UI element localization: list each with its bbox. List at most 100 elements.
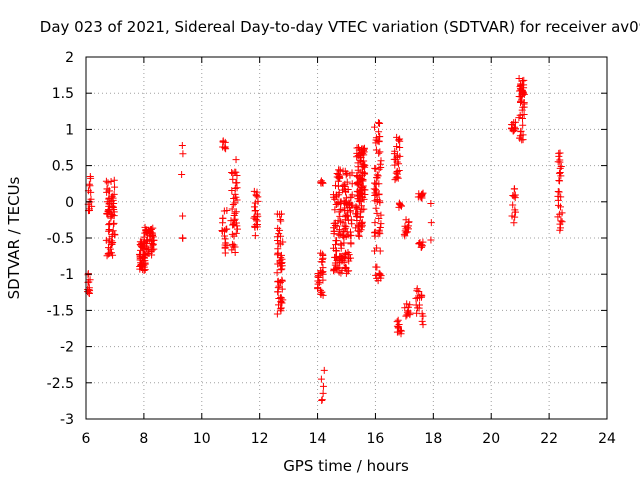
data-point [344,216,352,224]
data-point [361,161,369,169]
data-point [354,163,362,171]
data-point [230,211,238,219]
data-point [276,226,284,234]
data-point [233,184,241,192]
data-point [149,230,157,238]
data-point [396,200,404,208]
data-point [335,173,343,181]
data-point [340,239,348,247]
data-point [556,177,564,185]
data-point [404,225,412,233]
data-point [229,201,237,209]
data-point [337,198,345,206]
y-tick-label: 1.5 [52,86,74,102]
y-tick-label: -1 [60,267,74,283]
data-point [141,259,149,267]
data-point [354,143,362,151]
y-tick-label: -2 [60,340,74,356]
data-point [231,184,239,192]
data-point [392,169,400,177]
y-axis-label: SDTVAR / TECUs [5,176,23,299]
y-tick-label: 0.5 [52,159,74,175]
data-point [347,193,355,201]
data-point [231,243,239,251]
data-point [374,172,382,180]
data-point [314,284,322,292]
data-point [232,208,240,216]
data-point [353,153,361,161]
data-point [318,258,326,266]
data-point [319,291,327,299]
data-point [515,87,523,95]
data-point [345,199,353,207]
data-point [372,204,380,212]
data-point [371,219,379,227]
data-point [276,294,284,302]
data-point [345,203,353,211]
data-point [317,375,325,383]
data-point [229,221,237,229]
data-point [355,223,363,231]
data-point [376,230,384,238]
data-point [418,191,426,199]
data-point [393,142,401,150]
data-point [110,176,118,184]
data-point [554,188,562,196]
data-point [519,121,527,129]
data-point [231,199,239,207]
data-point [371,192,379,200]
data-point [105,187,113,195]
data-point [371,228,379,236]
data-point [346,208,354,216]
data-point [419,321,427,329]
x-axis-label: GPS time / hours [283,457,409,475]
data-point [148,251,156,259]
data-point [277,304,285,312]
data-point [394,174,402,182]
data-point [219,143,227,151]
data-point [342,171,350,179]
data-point [373,173,381,181]
data-point [218,227,226,235]
data-point [373,209,381,217]
data-point [314,271,322,279]
data-point [254,212,262,220]
data-point [558,209,566,217]
x-tick-label: 14 [309,431,327,447]
data-point [375,138,383,146]
data-point [516,134,524,142]
data-point [509,201,517,209]
data-point [331,253,339,261]
data-point [332,191,340,199]
data-point [108,237,116,245]
data-point [339,219,347,227]
data-point [418,317,426,325]
data-point [252,221,260,229]
data-point [347,239,355,247]
data-point [231,190,239,198]
data-point [356,189,364,197]
chart-title: Day 023 of 2021, Sidereal Day-to-day VTE… [40,18,640,36]
data-point [556,203,564,211]
data-point [277,217,285,225]
data-point [233,225,241,233]
data-point [221,244,229,252]
data-point [178,142,186,150]
data-point [355,231,363,239]
data-point [179,212,187,220]
data-point [332,237,340,245]
data-point [556,156,564,164]
data-point [86,182,94,190]
data-point [396,201,404,209]
data-point [416,239,424,247]
data-point [515,114,523,122]
data-point [86,276,94,284]
data-point [275,230,283,238]
data-point [556,220,564,228]
data-point [143,245,151,253]
data-point [342,194,350,202]
data-point [108,211,116,219]
data-point [331,206,339,214]
data-point [512,208,520,216]
data-point [318,179,326,187]
